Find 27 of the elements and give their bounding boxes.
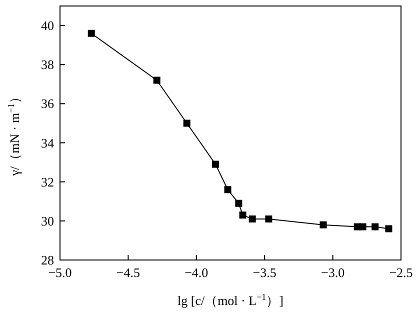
y-tick-label: 38 — [41, 57, 54, 72]
y-tick-label: 34 — [41, 135, 54, 150]
y-tick-label: 32 — [41, 174, 54, 190]
x-tick-label: −3.5 — [252, 265, 276, 280]
y-tick-label: 28 — [41, 252, 54, 268]
y-tick-label: 30 — [41, 213, 54, 228]
point — [385, 225, 392, 232]
x-axis-title: lg [c/（mol · L$^{−1}$）] — [178, 292, 284, 308]
point — [248, 215, 256, 222]
y-tick-label: 40 — [41, 18, 54, 34]
point — [320, 221, 327, 228]
point — [239, 212, 246, 219]
x-tick-label: −3.0 — [321, 265, 345, 280]
point — [224, 186, 232, 194]
x-tick-label: −2.5 — [389, 265, 413, 280]
x-tick-label: −4.5 — [116, 265, 140, 280]
point — [372, 223, 379, 230]
point — [235, 200, 242, 207]
point — [265, 215, 272, 222]
point — [212, 160, 219, 168]
x-tick-label: −5.0 — [48, 265, 72, 280]
point — [183, 120, 190, 127]
x-tick-label: −4.0 — [184, 265, 208, 280]
y-tick-label: 36 — [41, 96, 54, 112]
point — [359, 223, 366, 230]
point — [88, 30, 95, 37]
point — [153, 76, 160, 84]
